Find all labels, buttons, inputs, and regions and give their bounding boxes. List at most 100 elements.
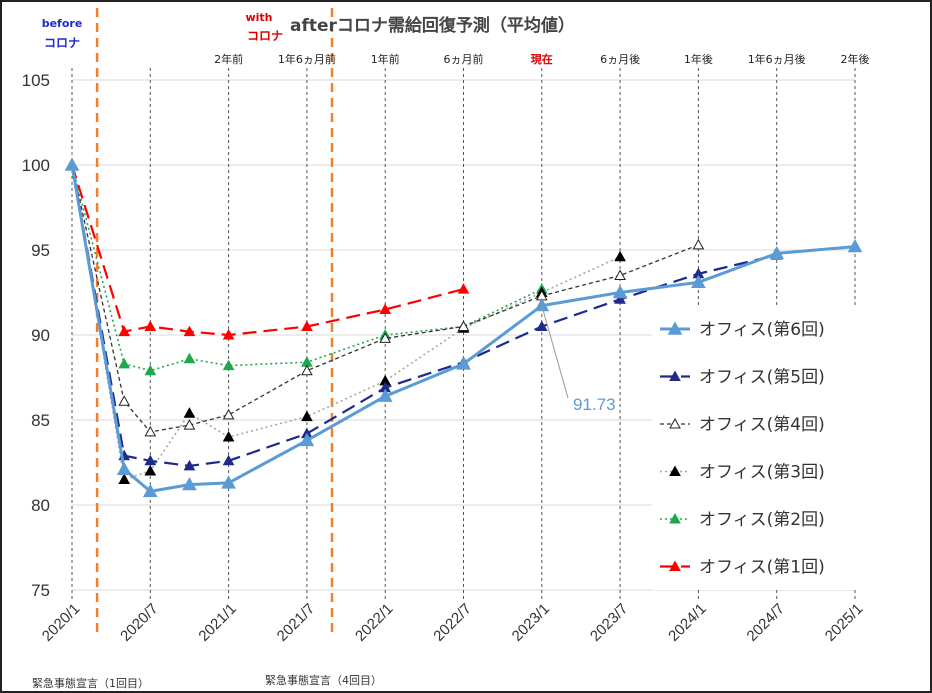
top-label-now: 現在	[531, 52, 553, 66]
series-line	[70, 164, 777, 467]
series-group	[66, 158, 470, 340]
data-point-marker	[535, 320, 548, 331]
legend-label: オフィス(第6回)	[699, 320, 825, 340]
data-point-marker	[116, 461, 132, 475]
data-point-marker	[183, 325, 196, 337]
top-label: 6ヵ月後	[600, 52, 640, 66]
data-point-marker	[847, 239, 863, 253]
legend-label: オフィス(第4回)	[699, 415, 825, 435]
x-tick-label: 2020/1	[39, 600, 83, 644]
covid-boundary-lines	[95, 8, 334, 636]
data-point-marker	[144, 454, 157, 466]
data-point-marker	[142, 483, 158, 498]
x-tick-label: 2021/1	[195, 600, 239, 644]
data-point-marker	[64, 157, 80, 171]
data-point-marker	[183, 352, 196, 364]
x-tick-label: 2022/7	[430, 600, 474, 644]
y-tick-label: 75	[31, 581, 50, 600]
data-point-marker	[222, 408, 235, 420]
x-tick-label: 2023/1	[509, 600, 553, 644]
data-point-marker	[669, 370, 681, 381]
data-point-marker	[667, 321, 683, 335]
top-label: 2年前	[214, 52, 243, 66]
data-point-marker	[691, 274, 706, 288]
data-point-marker	[222, 430, 235, 442]
legend-label: オフィス(第1回)	[699, 558, 825, 578]
data-point-marker	[669, 512, 681, 524]
series-line	[70, 164, 464, 337]
data-point-marker	[222, 454, 235, 466]
annotation-value: 91.73	[573, 395, 616, 414]
y-tick-label: 100	[22, 156, 50, 175]
data-point-marker	[456, 356, 471, 370]
series-line	[71, 164, 699, 433]
data-point-marker	[144, 364, 157, 376]
x-tick-label: 2020/7	[117, 600, 161, 644]
x-tick-label: 2024/7	[744, 600, 788, 644]
before-label-top: before	[42, 17, 83, 30]
before-label-bottom: コロナ	[44, 36, 80, 50]
series-line	[71, 164, 621, 481]
legend-label: オフィス(第3回)	[699, 463, 825, 483]
data-point-marker	[692, 238, 705, 250]
data-point-marker	[182, 477, 197, 491]
data-point-marker	[379, 332, 392, 343]
data-point-marker	[183, 459, 196, 471]
footnote-1: 緊急事態宣言（1回目）	[32, 676, 149, 690]
y-tick-label: 95	[31, 241, 50, 260]
data-point-marker	[457, 320, 470, 331]
legend-box	[652, 308, 857, 590]
top-label: 1年6ヵ月前	[278, 52, 336, 66]
data-point-marker	[769, 245, 785, 260]
data-point-marker	[301, 364, 313, 376]
data-point-marker	[222, 359, 235, 371]
y-tick-label: 80	[31, 496, 50, 515]
top-label: 6ヵ月前	[444, 52, 484, 66]
data-point-marker	[534, 298, 550, 312]
y-tick-label: 85	[31, 411, 50, 430]
y-tick-label: 105	[22, 71, 50, 90]
data-point-marker	[183, 407, 196, 418]
data-point-marker	[118, 395, 131, 406]
annotation-leader-line	[541, 305, 569, 399]
data-point-marker	[118, 357, 131, 369]
data-point-marker	[222, 328, 235, 340]
data-point-marker	[183, 419, 196, 430]
series-layer	[64, 157, 863, 498]
legend-label: オフィス(第2回)	[699, 510, 825, 530]
with-label-bottom: コロナ	[247, 29, 283, 43]
x-tick-label: 2024/1	[665, 600, 709, 644]
data-point-marker	[118, 325, 131, 337]
data-point-marker	[144, 464, 157, 476]
top-label: 1年前	[371, 52, 400, 66]
x-tick-label: 2025/1	[822, 600, 866, 644]
data-point-marker	[377, 388, 393, 402]
legend: オフィス(第6回) オフィス(第5回) オフィス(第4回) オフィス(第3回) オフィス…	[652, 308, 857, 590]
x-tick-label: 2022/1	[352, 600, 396, 644]
data-point-marker	[669, 560, 681, 571]
data-point-marker	[612, 284, 628, 299]
data-point-marker	[614, 269, 626, 280]
x-tick-label: 2023/7	[587, 600, 631, 644]
annotation-layer: 91.73	[541, 305, 616, 414]
data-point-marker	[144, 425, 157, 437]
data-point-marker	[144, 320, 157, 331]
top-label: 1年後	[684, 52, 713, 66]
data-point-marker	[221, 475, 236, 489]
data-point-marker	[669, 417, 681, 429]
with-label-top: with	[245, 11, 272, 24]
data-point-marker	[457, 283, 470, 294]
data-point-marker	[669, 465, 681, 476]
footnote-2: 緊急事態宣言（4回目）	[265, 673, 382, 687]
data-point-marker	[301, 320, 313, 331]
chart-title: afterコロナ需給回復予測（平均値）	[290, 15, 575, 36]
top-label: 2年後	[841, 52, 870, 66]
top-label: 1年6ヵ月後	[748, 52, 806, 66]
data-point-marker	[301, 410, 313, 422]
legend-label: オフィス(第5回)	[699, 368, 825, 388]
data-point-marker	[614, 293, 626, 304]
data-point-marker	[614, 250, 626, 262]
data-point-marker	[299, 432, 315, 447]
x-tick-label: 2021/7	[274, 600, 318, 644]
